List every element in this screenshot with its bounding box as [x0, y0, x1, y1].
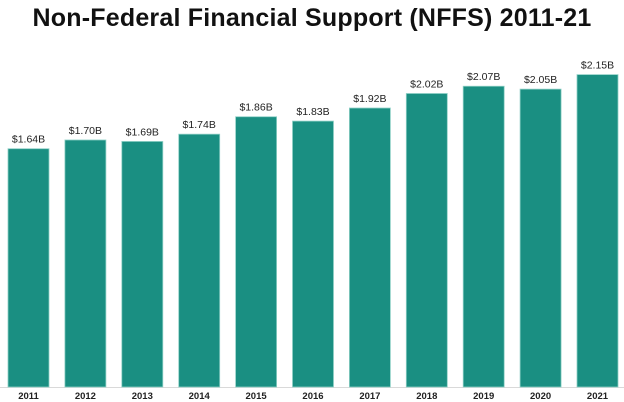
x-tick-label: 2012	[75, 391, 96, 402]
data-label-2018: $2.02B	[410, 78, 443, 90]
x-tick-label: 2019	[473, 391, 494, 402]
bar-2013	[121, 141, 164, 388]
bar-2020	[519, 88, 562, 388]
data-label-2021: $2.15B	[581, 60, 614, 72]
bar-2019	[462, 85, 505, 388]
bar-2016	[292, 120, 334, 388]
data-label-2012: $1.70B	[69, 125, 102, 137]
x-tick-label: 2020	[530, 391, 551, 402]
x-tick-label: 2011	[18, 391, 39, 402]
bar-2017	[348, 107, 391, 388]
chart-title: Non-Federal Financial Support (NFFS) 201…	[32, 4, 592, 32]
bar-2018	[405, 93, 448, 388]
x-tick-label: 2014	[189, 391, 211, 402]
data-label-2019: $2.07B	[467, 71, 500, 83]
data-label-2017: $1.92B	[353, 93, 386, 105]
data-label-2011: $1.64B	[12, 134, 45, 146]
bar-2021	[576, 74, 619, 388]
x-tick-label: 2021	[587, 391, 609, 402]
data-label-2015: $1.86B	[239, 102, 272, 114]
x-tick-label: 2018	[416, 391, 437, 402]
bar-2015	[235, 116, 278, 388]
bar-2012	[64, 139, 107, 388]
x-tick-label: 2016	[302, 391, 323, 402]
data-label-2016: $1.83B	[296, 106, 329, 118]
x-tick-label: 2015	[246, 391, 268, 402]
x-tick-label: 2013	[132, 391, 153, 402]
data-label-2013: $1.69B	[126, 126, 159, 138]
bar-2014	[178, 133, 221, 388]
data-label-2020: $2.05B	[524, 74, 557, 86]
x-tick-label: 2017	[359, 391, 380, 402]
bar-2011	[7, 148, 50, 388]
data-label-2014: $1.74B	[183, 119, 216, 131]
